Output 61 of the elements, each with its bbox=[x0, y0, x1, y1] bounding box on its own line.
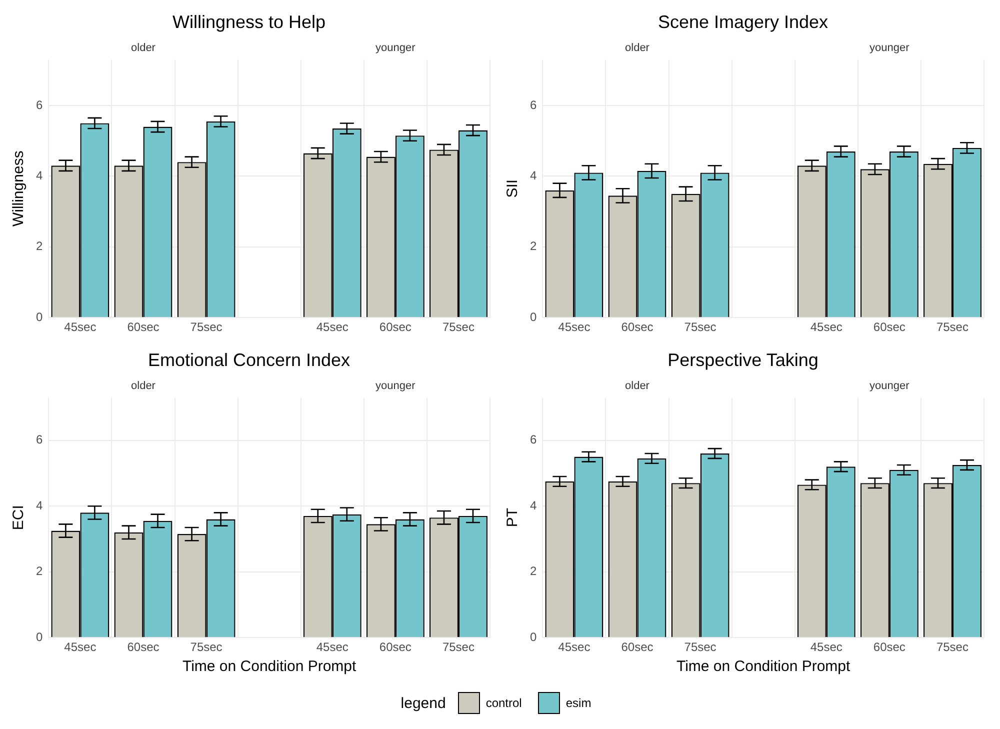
y-axis-title: SII bbox=[504, 179, 522, 198]
x-tick-label: 75sec bbox=[684, 320, 716, 334]
x-tick-label: 60sec bbox=[621, 320, 654, 334]
y-axis-title: PT bbox=[504, 508, 522, 528]
x-tick-label: 45sec bbox=[558, 320, 590, 334]
chart-title: Willingness to Help bbox=[172, 12, 326, 32]
y-tick-label: 0 bbox=[530, 310, 537, 324]
legend-label: esim bbox=[566, 696, 592, 710]
x-tick-label: 60sec bbox=[621, 640, 654, 654]
x-tick-label: 45sec bbox=[64, 640, 96, 654]
text: older bbox=[625, 42, 650, 54]
x-tick-label: 75sec bbox=[442, 640, 474, 654]
y-tick-label: 2 bbox=[530, 564, 537, 578]
y-tick-label: 2 bbox=[36, 564, 43, 578]
x-axis-title: Time on Condition Prompt bbox=[676, 658, 852, 676]
x-tick-label: 75sec bbox=[190, 320, 222, 334]
x-tick-label: 75sec bbox=[936, 640, 968, 654]
x-tick-label: 75sec bbox=[190, 640, 222, 654]
x-tick-label: 45sec bbox=[316, 640, 348, 654]
y-tick-label: 6 bbox=[36, 432, 43, 447]
y-tick-label: 4 bbox=[530, 498, 537, 512]
y-axis-title: ECI bbox=[10, 505, 28, 530]
text: older bbox=[625, 380, 650, 392]
y-tick-label: 6 bbox=[530, 98, 537, 112]
x-tick-label: 45sec bbox=[558, 640, 590, 654]
x-tick-label: 45sec bbox=[64, 320, 96, 334]
x-axis-title: Time on Condition Prompt bbox=[182, 658, 358, 676]
y-tick-label: 2 bbox=[530, 239, 537, 254]
x-tick-label: 75sec bbox=[442, 320, 474, 334]
x-tick-label: 45sec bbox=[810, 320, 842, 334]
y-tick-label: 0 bbox=[36, 630, 43, 644]
x-tick-label: 60sec bbox=[127, 640, 160, 654]
y-tick-label: 6 bbox=[36, 98, 43, 112]
text: older bbox=[131, 380, 156, 392]
chart-title: Emotional Concern Index bbox=[148, 350, 350, 370]
y-tick-label: 4 bbox=[36, 498, 43, 512]
x-tick-label: 75sec bbox=[684, 640, 716, 654]
x-tick-label: 60sec bbox=[379, 320, 412, 334]
text: younger bbox=[870, 42, 910, 54]
x-tick-label: 60sec bbox=[379, 640, 412, 654]
text: younger bbox=[376, 42, 416, 54]
y-tick-label: 6 bbox=[530, 432, 537, 447]
chart-title: Perspective Taking bbox=[668, 350, 818, 370]
x-tick-label: 45sec bbox=[316, 320, 348, 334]
text: older bbox=[131, 42, 156, 54]
chart-title: Scene Imagery Index bbox=[658, 12, 828, 32]
text: younger bbox=[376, 380, 416, 392]
legend-label: control bbox=[486, 696, 522, 710]
x-tick-label: 60sec bbox=[873, 640, 906, 654]
x-tick-label: 75sec bbox=[936, 320, 968, 334]
y-tick-label: 2 bbox=[36, 239, 43, 254]
y-tick-label: 0 bbox=[36, 310, 43, 324]
x-tick-label: 60sec bbox=[873, 320, 906, 334]
y-tick-label: 4 bbox=[36, 168, 43, 183]
x-tick-label: 45sec bbox=[810, 640, 842, 654]
y-tick-label: 4 bbox=[530, 168, 537, 183]
y-tick-label: 0 bbox=[530, 630, 537, 644]
y-axis-title: Willingness bbox=[10, 150, 28, 227]
x-tick-label: 60sec bbox=[127, 320, 160, 334]
legend-title: legend bbox=[400, 694, 446, 712]
text: younger bbox=[870, 380, 910, 392]
